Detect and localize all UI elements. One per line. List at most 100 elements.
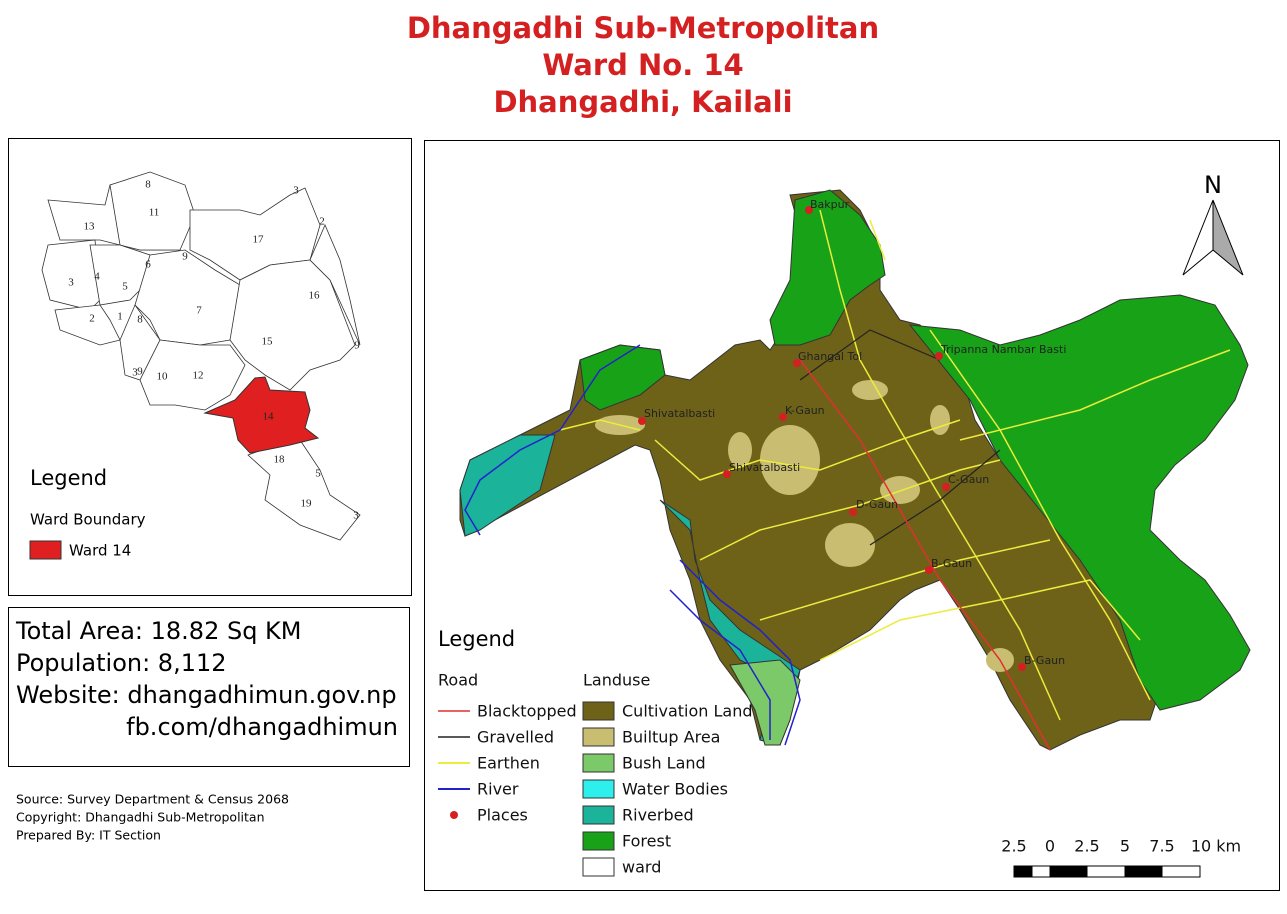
inset-legend-title: Legend [30,466,107,490]
source-text: Copyright: Dhangadhi Sub-Metropolitan [16,810,265,825]
builtup-areas [595,380,1014,672]
place-dot [942,483,950,491]
legend-heading: Landuse [583,671,650,690]
ward-label: 4 [94,271,100,283]
place-label: Ghangal Tol [798,350,862,363]
place-dot [638,417,646,425]
scale-bar [1013,865,1201,878]
legend-item: Water Bodies [622,780,728,799]
info-text: Population: 8,112 [16,649,227,677]
source-text: Source: Survey Department & Census 2068 [16,792,289,807]
edge-label: 5 [315,468,321,480]
legend-item: Blacktopped [477,702,577,721]
place-label: K-Gaun [785,404,825,417]
legend-item: Riverbed [622,806,694,825]
place-dot [779,413,787,421]
ward-label: 13 [84,221,96,233]
blacktopped-road [799,359,1051,751]
ward-label: 6 [145,259,151,271]
legend-item: Gravelled [477,728,554,747]
scale-label: 10 km [1191,837,1241,856]
legend-item: River [477,780,519,799]
places: Bakpur Ghangal Tol Tripanna Nambar Basti… [638,198,1066,671]
edge-label: 8 [145,179,151,191]
place-label: Bakpur [810,198,850,211]
title: Dhangadhi Sub-Metropolitan [407,11,879,45]
legend-item: Builtup Area [622,728,720,747]
place-dot [935,352,943,360]
edge-label: 2 [319,216,325,228]
scale-label: 2.5 [1001,837,1026,856]
legend-item: ward [622,858,661,877]
ward-label: 14 [263,411,275,423]
info-text: fb.com/dhangadhimun [126,713,398,741]
legend-swatch [29,540,62,560]
ward-label: 17 [253,234,265,246]
place-dot [793,359,801,367]
place-dot [849,508,857,516]
inset-legend-item: Ward 14 [69,542,131,560]
title: Dhangadhi, Kailali [493,85,792,119]
place-label: C-Gaun [948,473,989,486]
scale-label: 5 [1120,837,1130,856]
edge-label: 3 [132,367,138,379]
edge-label: 3 [353,510,359,522]
ward-labels: 13 11 17 3 4 6 5 16 7 2 1 8 15 10 12 9 1… [68,179,360,522]
scale-label: 7.5 [1149,837,1174,856]
ward-label: 19 [301,498,313,510]
title: Ward No. 14 [542,48,743,82]
info-text: Total Area: 18.82 Sq KM [15,617,302,645]
edge-label: 9 [354,340,360,352]
legend-symbol [450,811,458,819]
place-dot [723,470,731,478]
ward-label: 2 [89,313,95,325]
legend-item: Places [477,806,528,825]
gravelled-roads [799,329,1001,546]
edge-label: 9 [137,366,143,378]
scale-label: 2.5 [1074,837,1099,856]
earthen-roads [559,209,1231,721]
ward-label: 12 [193,370,204,382]
edge-label: 3 [293,185,299,197]
legend-item: Cultivation Land [622,702,753,721]
legend-title: Legend [438,627,515,651]
place-label: Tripanna Nambar Basti [940,343,1066,356]
info-frame [8,607,410,767]
scale-label: 0 [1045,837,1055,856]
legend-item: Earthen [477,754,540,773]
inset-legend-subtitle: Ward Boundary [30,511,146,529]
ward-label: 15 [262,336,274,348]
place-dot [805,206,813,214]
place-dot [925,566,933,574]
bush-land [729,659,801,746]
place-label: B-Gaun [1024,654,1065,667]
north-arrow [1212,199,1244,276]
ward-label: 16 [309,290,321,302]
ward-label: 8 [137,314,143,326]
legend-heading: Road [438,671,478,690]
place-dot [1018,663,1026,671]
ward-label: 7 [196,305,202,317]
ward-label: 9 [182,251,188,263]
legend-item: Bush Land [622,754,706,773]
info-text: Website: dhangadhimun.gov.np [16,681,397,709]
north-label: N [1204,171,1222,199]
place-label: B-Gaun [931,557,972,570]
place-label: D-Gaun [856,498,898,511]
ward-label: 1 [117,311,123,323]
inset-wards [41,171,361,541]
forest [769,189,886,346]
riverbed [459,434,556,537]
place-label: Shivatalbasti [644,407,715,420]
ward-label: 11 [149,207,160,219]
ward-label: 5 [122,281,128,293]
ward-label: 3 [68,277,74,289]
ward-14 [203,376,320,454]
forest [579,344,666,411]
place-label: Shivatalbasti [729,461,800,474]
ward-label: 18 [274,454,286,466]
ward-label: 10 [157,371,169,383]
landuse-swatches [582,701,615,877]
source-text: Prepared By: IT Section [16,828,161,843]
